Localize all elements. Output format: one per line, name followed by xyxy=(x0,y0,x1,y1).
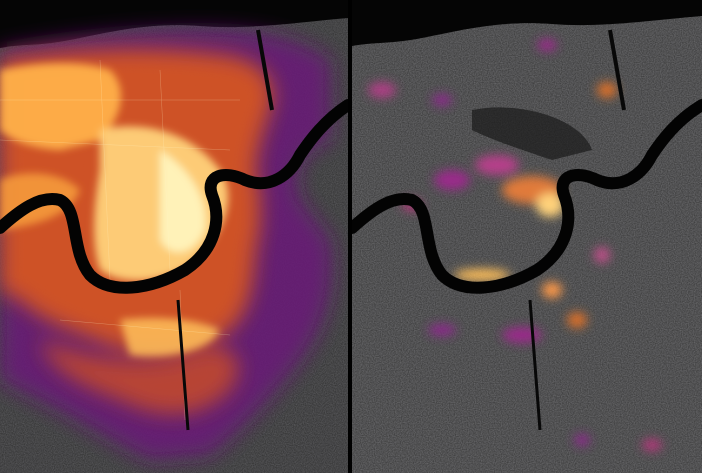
map-panel-after xyxy=(352,0,702,473)
light-core-high xyxy=(0,63,229,357)
canal xyxy=(256,29,274,111)
dark-district xyxy=(472,107,592,160)
river xyxy=(0,99,348,294)
map-panel-before xyxy=(0,0,348,473)
lake-water xyxy=(0,0,348,48)
panel-divider xyxy=(348,0,352,473)
nightlights-map-before xyxy=(0,0,348,473)
river xyxy=(352,99,702,294)
street-grid xyxy=(0,59,240,421)
lake-water xyxy=(352,0,702,46)
ground-texture xyxy=(352,0,702,473)
canal xyxy=(608,29,626,111)
nightlights-map-after xyxy=(352,0,702,473)
canal-south xyxy=(528,299,542,431)
canal-south xyxy=(176,299,190,431)
